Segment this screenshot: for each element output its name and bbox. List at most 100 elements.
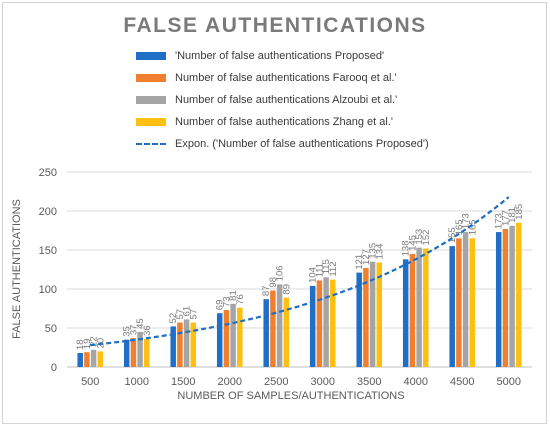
bar (409, 253, 416, 367)
y-tick-label: 50 (45, 323, 57, 335)
bar (316, 280, 323, 367)
bar (469, 238, 476, 367)
data-label: 69 (215, 300, 226, 311)
data-label: 165 (467, 219, 478, 235)
x-tick-label: 2500 (264, 376, 288, 388)
bar (495, 232, 502, 367)
data-label: 18 (75, 339, 86, 350)
bar (276, 284, 283, 367)
legend-item-farooq: Number of false authentications Farooq e… (136, 67, 536, 89)
data-label: 177 (500, 210, 511, 226)
data-label: 104 (308, 267, 319, 283)
legend-swatch-zhang (136, 118, 166, 126)
axes: 0 50 100 150 200 250 500 1000 1500 2000 2500 3000 35… (39, 167, 521, 388)
legend-item-alzoubi: Number of false authentications Alzoubi … (136, 89, 536, 111)
bar (423, 248, 429, 367)
data-label: 173 (494, 213, 505, 229)
data-label: 121 (354, 254, 365, 270)
y-tick-label: 200 (39, 206, 57, 218)
bar (183, 319, 190, 367)
trendline (90, 196, 510, 347)
bar (230, 303, 236, 367)
x-tick-label: 1000 (125, 376, 149, 388)
data-label: 36 (142, 325, 153, 336)
data-label: 112 (328, 261, 339, 276)
x-tick-label: 1500 (171, 376, 195, 388)
data-label: 135 (368, 243, 379, 259)
data-label: 61 (182, 306, 193, 317)
data-label: 19 (82, 339, 93, 350)
bar (216, 313, 223, 367)
data-label: 145 (407, 235, 418, 251)
bars (77, 222, 522, 367)
legend-label-proposed: 'Number of false authentications Propose… (175, 50, 385, 62)
x-tick-label: 4500 (450, 376, 474, 388)
y-tick-label: 100 (39, 284, 57, 296)
data-label: 87 (261, 286, 272, 297)
data-label: 57 (175, 309, 186, 320)
x-tick-label: 2000 (218, 376, 242, 388)
x-tick-label: 3500 (357, 376, 381, 388)
bar (270, 290, 276, 367)
bar (237, 307, 243, 367)
bar (137, 331, 143, 367)
data-label: 57 (188, 309, 199, 320)
chart-frame (2, 2, 547, 424)
bar (356, 272, 362, 367)
data-label: 185 (514, 204, 525, 220)
data-label: 45 (135, 318, 146, 329)
legend-swatch-farooq (136, 74, 166, 82)
bar (309, 285, 316, 367)
bar (144, 338, 150, 367)
data-label: 22 (89, 336, 100, 347)
data-label: 106 (275, 265, 286, 281)
data-label: 89 (281, 284, 292, 295)
bar (170, 326, 176, 367)
y-axis-title: FALSE AUTHENTICATIONS (11, 199, 23, 339)
chart-title: FALSE AUTHENTICATIONS (123, 14, 427, 37)
bar (263, 299, 269, 367)
bar (283, 297, 290, 367)
bar (190, 322, 197, 367)
y-tick-label: 150 (39, 245, 57, 257)
y-tick-label: 0 (51, 362, 57, 374)
bar (462, 232, 469, 367)
gridlines (67, 171, 532, 368)
x-tick-label: 3000 (311, 376, 335, 388)
y-tick-label: 250 (39, 167, 57, 179)
x-tick-label: 5000 (497, 376, 521, 388)
data-label: 138 (401, 241, 412, 257)
data-label: 98 (268, 277, 279, 288)
data-label: 73 (221, 296, 232, 307)
bar (330, 279, 336, 367)
bar (516, 222, 522, 367)
data-label: 155 (447, 227, 458, 243)
bar (123, 339, 130, 367)
legend-label-trendline: Expon. ('Number of false authentications… (175, 138, 429, 150)
legend-item-proposed: 'Number of false authentications Propose… (136, 45, 536, 67)
data-label: 181 (507, 207, 518, 223)
data-label: 127 (361, 249, 372, 265)
bar (97, 351, 104, 367)
trendline-path (90, 196, 510, 347)
bar (502, 228, 509, 367)
data-label: 111 (314, 263, 325, 277)
bar (402, 259, 409, 367)
x-axis-title: NUMBER OF SAMPLES/AUTHENTICATIONS (177, 390, 404, 402)
data-label: 76 (235, 294, 246, 305)
bar (416, 247, 422, 367)
legend-item-trendline: Expon. ('Number of false authentications… (136, 133, 536, 155)
x-tick-label: 4000 (404, 376, 428, 388)
legend-swatch-trendline (136, 143, 166, 145)
data-label: 152 (421, 230, 432, 246)
data-label: 81 (228, 290, 239, 301)
legend: 'Number of false authentications Propose… (136, 45, 536, 155)
data-label: 173 (461, 213, 472, 229)
x-tick-label: 500 (81, 376, 99, 388)
data-label: 115 (321, 259, 332, 274)
bar (130, 338, 137, 367)
bar (369, 261, 376, 367)
legend-label-zhang: Number of false authentications Zhang et… (175, 116, 393, 128)
bar (376, 262, 383, 367)
